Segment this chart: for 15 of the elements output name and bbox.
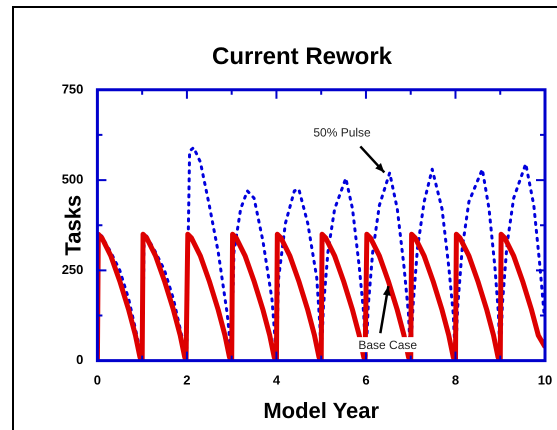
x-tick-label: 2 <box>183 372 191 388</box>
x-axis-title: Model Year <box>263 398 380 423</box>
x-tick-label: 8 <box>452 372 460 388</box>
y-tick-label: 250 <box>62 262 84 277</box>
annotation: Base Case <box>358 338 418 352</box>
y-tick-label: 500 <box>62 172 84 187</box>
x-tick-label: 0 <box>94 372 102 388</box>
x-tick-label: 10 <box>538 372 552 388</box>
y-tick-label: 750 <box>62 81 84 96</box>
y-axis-title: Tasks <box>60 194 86 256</box>
x-tick-label: 4 <box>272 372 281 388</box>
x-tick-label: 6 <box>362 372 370 388</box>
y-tick-label: 0 <box>76 352 84 368</box>
chart-title: Current Rework <box>212 43 393 70</box>
annotation: 50% Pulse <box>313 125 372 140</box>
